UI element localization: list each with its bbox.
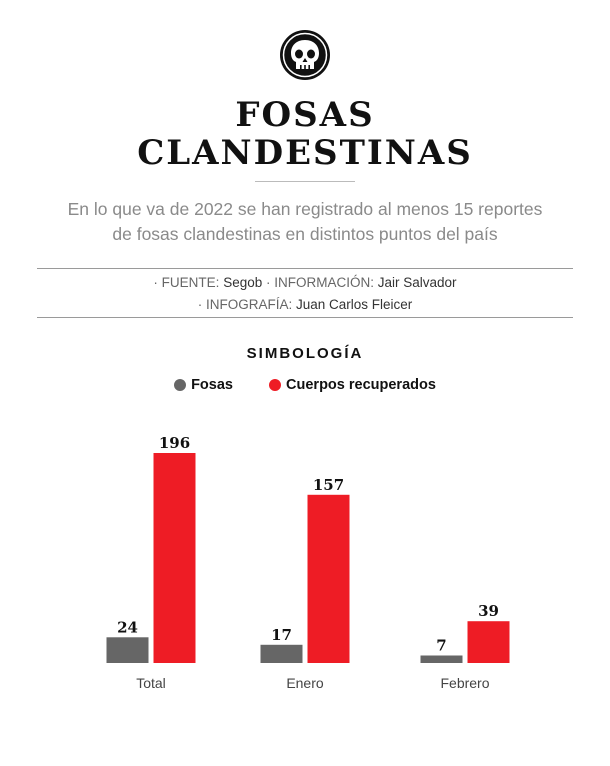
legend: Fosas Cuerpos recuperados [0,377,610,395]
category-label-total: Total [136,675,166,691]
legend-label-fosas: Fosas [191,377,233,393]
bar-cuerpos-enero [307,494,350,663]
title-divider [255,181,355,182]
credits-bottom-rule [37,317,573,318]
info-key: · INFORMACIÓN: [266,275,374,290]
title-line-2: CLANDESTINAS [137,133,473,173]
legend-swatch-fosas [174,379,187,391]
legend-title: SIMBOLOGÍA [246,345,364,362]
data-label-cuerpos-febrero: 39 [478,602,499,620]
source-value: Segob [223,275,263,290]
source-key: · FUENTE: [153,275,220,290]
info-value: Jair Salvador [377,275,457,290]
category-label-enero: Enero [286,675,324,691]
skull-icon [280,30,330,80]
data-label-cuerpos-enero: 157 [313,476,344,494]
bar-fosas-enero [260,644,303,663]
bar-cuerpos-febrero [467,621,510,663]
data-label-fosas-total: 24 [117,618,138,636]
bar-fosas-total [106,637,149,663]
legend-label-cuerpos: Cuerpos recuperados [286,377,436,393]
legend-item-fosas: Fosas [174,377,233,393]
data-label-fosas-enero: 17 [271,626,292,644]
credits-line-2: · INFOGRAFÍA: Juan Carlos Fleicer [0,294,610,316]
data-label-cuerpos-total: 196 [159,434,190,452]
data-label-fosas-febrero: 7 [436,637,446,655]
subtitle: En lo que va de 2022 se han registrado a… [40,197,570,247]
bar-cuerpos-total [153,453,196,663]
category-label-febrero: Febrero [440,675,489,691]
subtitle-line-1: En lo que va de 2022 se han registrado a… [67,199,543,219]
graphics-value: Juan Carlos Fleicer [295,297,413,312]
graphics-key: · INFOGRAFÍA: [197,297,293,312]
legend-item-cuerpos: Cuerpos recuperados [269,377,436,393]
credits: · FUENTE: Segob · INFORMACIÓN: Jair Salv… [0,272,610,316]
subtitle-line-2: de fosas clandestinas en distintos punto… [112,224,498,244]
legend-swatch-cuerpos [269,379,282,391]
credits-line-1: · FUENTE: Segob · INFORMACIÓN: Jair Salv… [0,272,610,294]
title-line-1: FOSAS [235,95,375,135]
bar-fosas-febrero [420,655,463,663]
credits-top-rule [37,268,573,269]
